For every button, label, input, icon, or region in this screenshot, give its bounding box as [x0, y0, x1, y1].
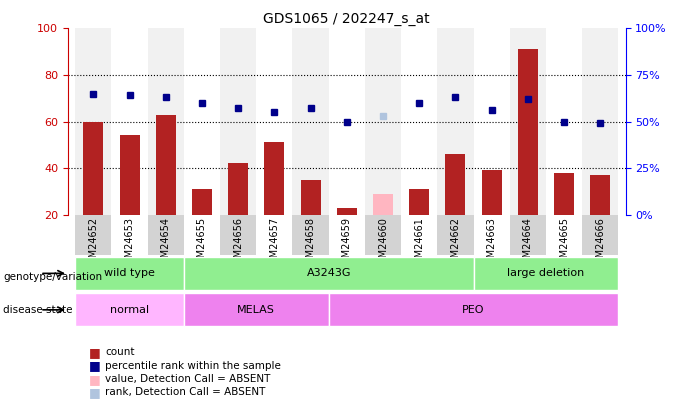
Text: ■: ■ [88, 359, 100, 372]
FancyBboxPatch shape [365, 215, 401, 255]
FancyBboxPatch shape [510, 215, 546, 255]
FancyBboxPatch shape [75, 215, 112, 255]
Text: ■: ■ [88, 346, 100, 359]
Text: GSM24656: GSM24656 [233, 217, 243, 270]
Bar [265, 143, 284, 215]
FancyBboxPatch shape [184, 293, 328, 326]
Text: GSM24664: GSM24664 [523, 217, 533, 270]
Text: disease state: disease state [3, 305, 73, 315]
FancyBboxPatch shape [328, 293, 618, 326]
Text: GSM24653: GSM24653 [124, 217, 135, 270]
Text: GSM24666: GSM24666 [595, 217, 605, 270]
Bar [582, 28, 618, 215]
Bar [554, 173, 574, 215]
Bar [220, 28, 256, 215]
Bar [445, 154, 465, 215]
Text: rank, Detection Call = ABSENT: rank, Detection Call = ABSENT [105, 388, 266, 397]
Text: genotype/variation: genotype/variation [3, 273, 103, 282]
Text: GSM24661: GSM24661 [414, 217, 424, 270]
Bar [337, 208, 357, 215]
FancyBboxPatch shape [148, 215, 184, 255]
Text: GSM24654: GSM24654 [160, 217, 171, 270]
Text: GSM24659: GSM24659 [342, 217, 352, 270]
FancyBboxPatch shape [75, 257, 184, 290]
Bar [192, 189, 212, 215]
Bar [365, 28, 401, 215]
Text: GSM24660: GSM24660 [378, 217, 388, 270]
Text: GSM24662: GSM24662 [450, 217, 460, 270]
Text: ■: ■ [88, 386, 100, 399]
FancyBboxPatch shape [437, 215, 473, 255]
Text: MELAS: MELAS [237, 305, 275, 315]
FancyBboxPatch shape [75, 293, 184, 326]
Text: GSM24665: GSM24665 [559, 217, 569, 270]
Text: ■: ■ [88, 373, 100, 386]
Bar [518, 49, 538, 215]
Text: PEO: PEO [462, 305, 485, 315]
FancyBboxPatch shape [473, 257, 618, 290]
Bar [301, 180, 320, 215]
Text: value, Detection Call = ABSENT: value, Detection Call = ABSENT [105, 374, 271, 384]
Text: count: count [105, 347, 135, 357]
FancyBboxPatch shape [582, 215, 618, 255]
Bar [292, 28, 328, 215]
FancyBboxPatch shape [220, 215, 256, 255]
Bar [228, 164, 248, 215]
Bar [148, 28, 184, 215]
Title: GDS1065 / 202247_s_at: GDS1065 / 202247_s_at [263, 12, 430, 26]
Bar [510, 28, 546, 215]
Bar [156, 115, 175, 215]
Bar [409, 189, 429, 215]
Bar [373, 194, 393, 215]
Text: GSM24655: GSM24655 [197, 217, 207, 270]
Bar [84, 122, 103, 215]
Text: percentile rank within the sample: percentile rank within the sample [105, 361, 282, 371]
FancyBboxPatch shape [184, 257, 473, 290]
Text: GSM24657: GSM24657 [269, 217, 279, 270]
Bar [75, 28, 112, 215]
Text: A3243G: A3243G [307, 269, 351, 278]
Bar [120, 136, 139, 215]
Text: wild type: wild type [104, 269, 155, 278]
Text: large deletion: large deletion [507, 269, 585, 278]
FancyBboxPatch shape [292, 215, 328, 255]
Bar [481, 171, 502, 215]
Bar [437, 28, 473, 215]
Text: GSM24652: GSM24652 [88, 217, 99, 270]
Bar [590, 175, 610, 215]
Text: GSM24658: GSM24658 [305, 217, 316, 270]
Text: normal: normal [110, 305, 149, 315]
Text: GSM24663: GSM24663 [487, 217, 496, 270]
